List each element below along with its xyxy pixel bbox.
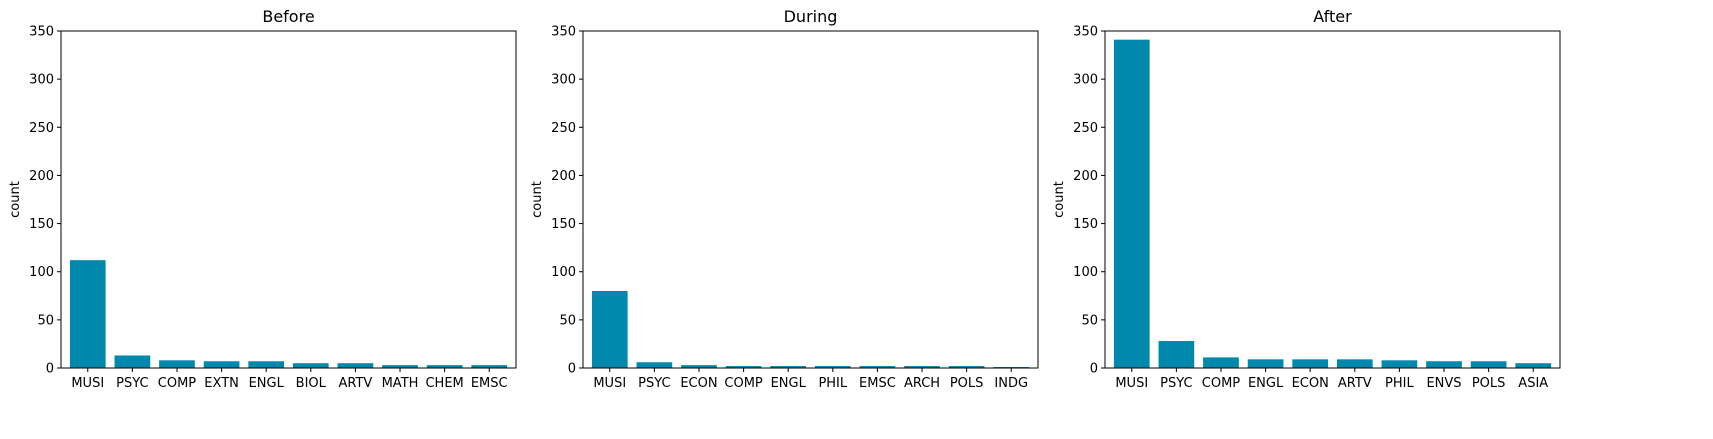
y-tick-label: 0	[1090, 362, 1098, 377]
x-tick-label-psyc: PSYC	[638, 376, 670, 391]
y-axis-label: count	[8, 181, 23, 218]
x-tick-label-emsc: EMSC	[471, 376, 508, 391]
bar-artv	[1336, 359, 1373, 368]
x-tick-label-emsc: EMSC	[859, 376, 896, 391]
y-tick-label: 250	[1073, 121, 1098, 136]
y-tick-label: 150	[1073, 217, 1098, 232]
bar-econ	[1292, 359, 1329, 368]
y-tick-label: 250	[29, 121, 54, 136]
y-tick-label: 250	[551, 121, 576, 136]
bar-asia	[1515, 363, 1552, 368]
bar-comp	[725, 366, 762, 368]
x-tick-label-musi: MUSI	[593, 376, 626, 391]
x-tick-label-biol: BIOL	[296, 376, 327, 391]
y-tick-label: 200	[1073, 169, 1098, 184]
bar-math	[382, 365, 418, 368]
x-tick-label-musi: MUSI	[71, 376, 104, 391]
y-tick-label: 50	[1081, 313, 1098, 328]
y-tick-label: 200	[551, 169, 576, 184]
y-axis-label: count	[1052, 181, 1067, 218]
x-tick-label-comp: COMP	[158, 376, 197, 391]
y-tick-label: 100	[551, 265, 576, 280]
x-tick-label-engl: ENGL	[771, 376, 807, 391]
y-tick-label: 300	[551, 73, 576, 88]
x-tick-label-phil: PHIL	[818, 376, 847, 391]
bar-emsc	[471, 365, 508, 368]
y-tick-label: 0	[568, 362, 576, 377]
x-tick-label-engl: ENGL	[249, 376, 285, 391]
y-tick-label: 150	[551, 217, 576, 232]
x-tick-label-pols: POLS	[1472, 376, 1506, 391]
bar-extn	[203, 361, 240, 368]
x-tick-label-extn: EXTN	[204, 376, 239, 391]
bar-engl	[1247, 359, 1284, 368]
y-tick-label: 200	[29, 169, 54, 184]
y-tick-label: 50	[37, 313, 54, 328]
y-tick-label: 350	[551, 25, 576, 40]
bar-arch	[904, 366, 940, 368]
bar-phil	[814, 366, 851, 368]
bar-musi	[591, 290, 628, 368]
y-tick-label: 350	[29, 25, 54, 40]
axes-frame	[1104, 30, 1561, 369]
x-tick-label-psyc: PSYC	[1160, 376, 1192, 391]
chart-title: Before	[262, 7, 314, 26]
y-tick-label: 300	[1073, 73, 1098, 88]
y-tick-label: 100	[29, 265, 54, 280]
y-tick-label: 150	[29, 217, 54, 232]
chart-title: After	[1313, 7, 1352, 26]
bar-econ	[681, 365, 717, 368]
bar-biol	[292, 363, 329, 368]
bar-envs	[1426, 361, 1462, 368]
y-tick-label: 300	[29, 73, 54, 88]
x-tick-label-asia: ASIA	[1518, 376, 1548, 391]
x-tick-label-engl: ENGL	[1248, 376, 1284, 391]
bar-comp	[1203, 357, 1239, 368]
panel-during: 0 50 100 150 200 250 300 350 MUSI PSYC ECON COMP ENG…	[530, 7, 1039, 391]
x-tick-label-musi: MUSI	[1115, 376, 1148, 391]
panel-after: 0 50 100 150 200 250 300 350 MUSI PSYC COMP ENGL ECO…	[1052, 7, 1561, 391]
axes-frame	[582, 30, 1039, 369]
chart-title: During	[784, 7, 838, 26]
x-tick-label-indg: INDG	[994, 376, 1028, 391]
x-tick-label-artv: ARTV	[338, 376, 372, 391]
axes-frame	[60, 30, 517, 369]
bar-psyc	[114, 355, 151, 368]
bar-phil	[1381, 360, 1418, 368]
bar-musi	[69, 260, 106, 368]
x-tick-label-comp: COMP	[1202, 376, 1241, 391]
bar-musi	[1113, 39, 1150, 369]
x-tick-label-artv: ARTV	[1338, 376, 1372, 391]
bar-engl	[770, 366, 807, 368]
x-tick-label-math: MATH	[382, 376, 419, 391]
bar-pols	[1470, 361, 1507, 368]
y-tick-label: 0	[46, 362, 54, 377]
bar-engl	[248, 361, 285, 368]
x-tick-label-chem: CHEM	[425, 376, 463, 391]
y-tick-label: 350	[1073, 25, 1098, 40]
bar-emsc	[859, 366, 896, 368]
bar-chem	[426, 365, 463, 368]
x-tick-label-phil: PHIL	[1385, 376, 1414, 391]
x-tick-label-psyc: PSYC	[116, 376, 148, 391]
x-tick-label-envs: ENVS	[1426, 376, 1461, 391]
y-tick-label: 100	[1073, 265, 1098, 280]
bar-psyc	[1158, 341, 1195, 368]
x-tick-label-econ: ECON	[1292, 376, 1329, 391]
bar-psyc	[636, 362, 673, 368]
y-tick-label: 50	[559, 313, 576, 328]
x-tick-label-comp: COMP	[724, 376, 763, 391]
bar-comp	[159, 360, 195, 368]
x-tick-label-econ: ECON	[680, 376, 717, 391]
bar-pols	[948, 366, 985, 368]
x-tick-label-arch: ARCH	[904, 376, 940, 391]
bar-artv	[337, 363, 374, 368]
y-axis-label: count	[530, 181, 545, 218]
panel-before: 0 50 100 150 200 250 300 350 MUSI PSYC COMP EXTN ENG…	[8, 7, 517, 391]
x-tick-label-pols: POLS	[950, 376, 984, 391]
